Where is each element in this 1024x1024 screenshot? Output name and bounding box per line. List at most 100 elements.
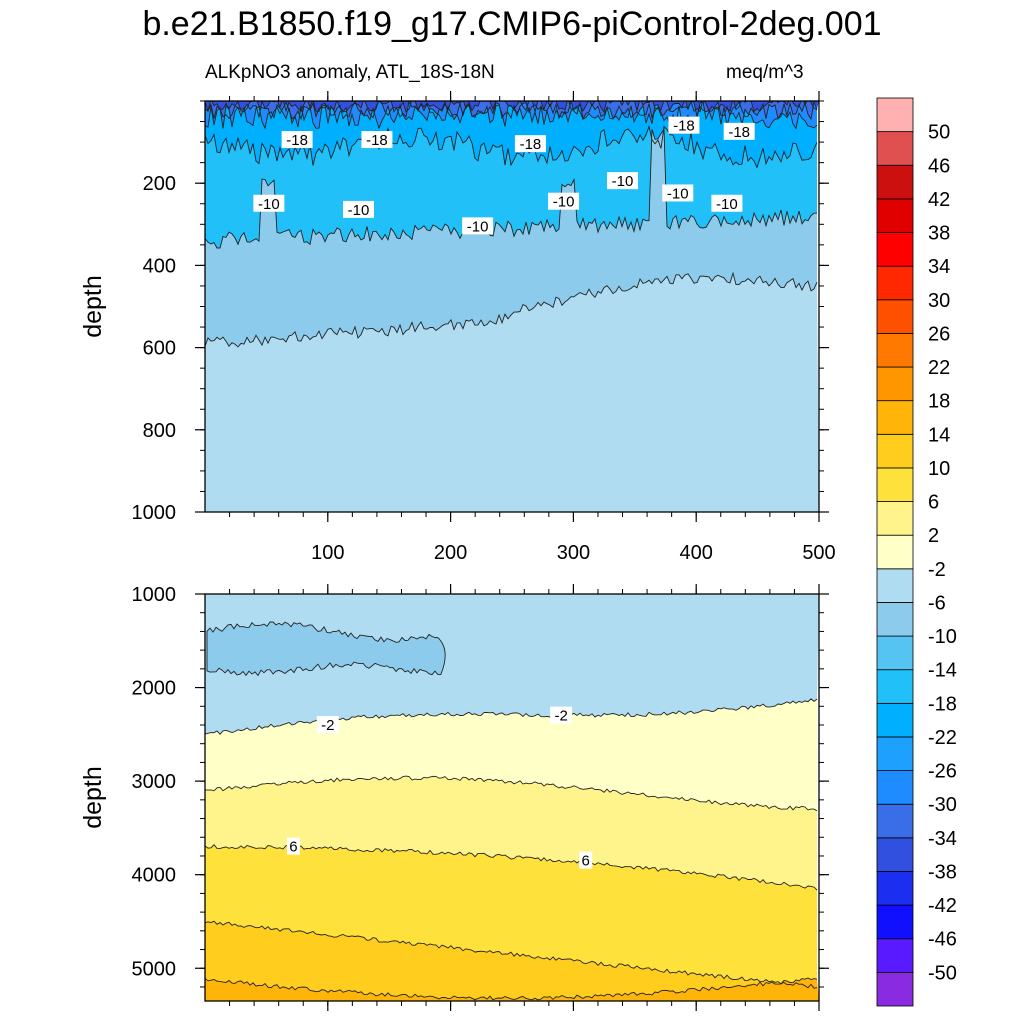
upper-x-tick-label: 200 [434,542,467,564]
upper-contour-label: -10 [462,217,494,235]
colorbar-swatch [876,635,914,671]
upper-contour-label: -10 [343,200,374,219]
colorbar-label: -38 [928,861,957,883]
lower-contour-line [205,977,818,1001]
upper-contour-line [205,124,818,169]
upper-contour-line [205,271,818,348]
lower-contour-line [205,920,818,989]
lower-contour-label: 6 [579,851,593,870]
svg-text:-10: -10 [258,196,280,213]
colorbar-label: -6 [928,592,946,614]
colorbar-swatch [876,501,914,536]
colorbar-swatch [876,232,914,267]
lower-y-tick-label: 1000 [132,584,177,606]
upper-contour-label: -10 [607,172,639,190]
colorbar-swatch [876,467,914,502]
upper-x-tick-label: 500 [802,542,835,564]
svg-text:-10: -10 [348,202,370,219]
colorbar-label: 34 [928,256,950,278]
svg-text:-10: -10 [667,185,689,202]
colorbar-swatch [876,971,914,1007]
lower-y-tick-label: 5000 [132,958,177,980]
colorbar-label: -30 [928,794,957,816]
upper-contour-label: -18 [723,122,755,141]
colorbar-label: 42 [928,189,950,211]
colorbar-swatch [876,871,914,906]
lower-plot-frame [204,593,820,1002]
colorbar-label: -18 [928,693,957,715]
colorbar-swatch [876,534,914,570]
lower-y-tick-label: 4000 [132,865,177,887]
upper-x-tick-label: 100 [311,542,344,564]
svg-text:-18: -18 [728,124,750,141]
colorbar-swatch [876,837,914,872]
svg-text:-18: -18 [366,132,388,149]
svg-text:6: 6 [289,839,297,856]
colorbar-label: -34 [928,828,957,850]
lower-contour-label: -2 [316,715,339,734]
colorbar-swatch [876,702,914,738]
colorbar-swatch [876,433,914,469]
chart-title: b.e21.B1850.f19_g17.CMIP6-piControl-2deg… [142,5,882,43]
colorbar-swatch [876,131,914,166]
upper-contour-band [205,273,819,512]
upper-contour-label: -18 [281,131,313,149]
colorbar-label: 22 [928,357,950,379]
colorbar-label: 50 [928,122,950,144]
colorbar-swatch [876,770,914,805]
upper-contour-label: -10 [711,194,743,213]
upper-y-axis-label: depth [79,275,107,338]
colorbar-swatch [876,333,914,368]
colorbar-label: 26 [928,323,950,345]
colorbar-swatch [876,669,914,704]
colorbar-swatch [876,97,914,133]
svg-text:-18: -18 [673,118,695,135]
chart-subtitle-variable: ALKpNO3 anomaly, ATL_18S-18N [205,62,495,83]
svg-text:-10: -10 [467,218,489,235]
upper-contour-band [205,129,817,347]
lower-contour-band [205,594,819,735]
colorbar-swatch [876,299,914,334]
colorbar-swatch [876,904,914,940]
colorbar-label: 46 [928,155,950,177]
upper-panel: -18 -18 -18 -18 -18 -10 -10 -10 -10 -10 -10 -10 200 4… [79,91,836,564]
upper-y-tick-label: 200 [143,173,176,195]
svg-text:-10: -10 [553,194,575,211]
colorbar-swatch [876,602,914,637]
colorbar-label: 10 [928,458,950,480]
upper-contour-line [205,101,818,121]
lower-contour-band-blob [206,621,446,677]
colorbar-label: -14 [928,660,957,682]
upper-y-tick-label: 600 [143,338,176,360]
colorbar-swatch [876,198,914,233]
svg-text:-18: -18 [520,136,542,153]
colorbar-swatch [876,803,914,839]
upper-y-tick-label: 1000 [132,502,177,524]
upper-contour-label: -18 [361,131,393,149]
colorbar-label: -42 [928,895,957,917]
colorbar-label: 30 [928,290,950,312]
lower-panel: -2 -2 6 6 1000 2000 3000 4000 5000 depth [79,584,829,1011]
lower-y-tick-label: 3000 [132,771,177,793]
upper-contour-label: -10 [253,194,285,213]
lower-contour-line [205,775,818,812]
lower-y-axis-label: depth [79,766,107,829]
lower-y-tick-label: 2000 [132,678,177,700]
colorbar: -50-46-42-38-34-30-26-22-18-14-10-6-2261… [876,97,957,1007]
colorbar-swatch [876,736,914,771]
colorbar-swatch [876,938,914,973]
svg-text:-2: -2 [554,708,567,725]
colorbar-label: -22 [928,727,957,749]
lower-contour-label: -2 [550,706,573,725]
lower-contour-band [205,921,817,1000]
colorbar-label: 18 [928,391,950,413]
svg-text:-10: -10 [716,196,738,213]
lower-contour-label: 6 [286,837,300,856]
colorbar-label: -10 [928,626,957,648]
colorbar-swatch [876,265,914,301]
lower-contour-band [205,844,817,989]
upper-contour-line [205,103,818,130]
colorbar-label: -2 [928,559,946,581]
colorbar-label: -46 [928,929,957,951]
